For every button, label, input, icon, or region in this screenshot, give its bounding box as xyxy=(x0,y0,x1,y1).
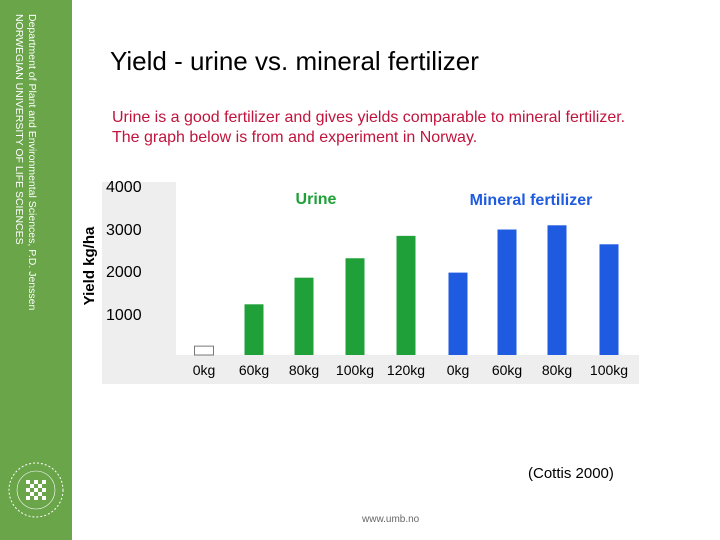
university-logo-icon xyxy=(8,462,64,518)
subtitle-line: The graph below is from and experiment i… xyxy=(112,129,478,146)
x-tick-label: 60kg xyxy=(239,362,269,378)
x-tick-label: 80kg xyxy=(542,362,572,378)
yield-bar-chart: 4000 3000 2000 1000 0kg 60kg 80kg 100kg 120kg 0kg… xyxy=(81,179,639,378)
y-tick-label: 2000 xyxy=(106,264,142,281)
bar xyxy=(448,272,468,355)
y-tick-label: 4000 xyxy=(106,179,142,196)
slide-subtitle: Urine is a good fertilizer and gives yie… xyxy=(112,108,702,148)
footer-url: www.umb.no xyxy=(362,514,420,525)
y-tick-label: 1000 xyxy=(106,307,142,324)
slide-title: Yield - urine vs. mineral fertilizer xyxy=(110,46,479,76)
x-tick-label: 60kg xyxy=(492,362,522,378)
y-axis-label: Yield kg/ha xyxy=(81,226,98,305)
x-tick-label: 100kg xyxy=(590,362,628,378)
x-tick-label: 0kg xyxy=(447,362,470,378)
x-tick-label: 100kg xyxy=(336,362,374,378)
bar xyxy=(294,277,314,355)
subtitle-line: Urine is a good fertilizer and gives yie… xyxy=(112,109,626,126)
x-tick-label: 120kg xyxy=(387,362,425,378)
group-label-mineral: Mineral fertilizer xyxy=(470,192,593,209)
bar xyxy=(599,244,619,355)
bar xyxy=(244,304,264,355)
y-tick-label: 3000 xyxy=(106,222,142,239)
bar xyxy=(547,225,567,355)
citation: (Cottis 2000) xyxy=(528,465,614,482)
x-tick-label: 80kg xyxy=(289,362,319,378)
sidebar: Department of Plant and Environmental Sc… xyxy=(0,0,72,540)
group-label-urine: Urine xyxy=(296,191,337,208)
bar xyxy=(345,258,365,355)
bar xyxy=(396,235,416,355)
x-tick-label: 0kg xyxy=(193,362,216,378)
bar xyxy=(497,229,517,355)
bar xyxy=(194,345,214,356)
